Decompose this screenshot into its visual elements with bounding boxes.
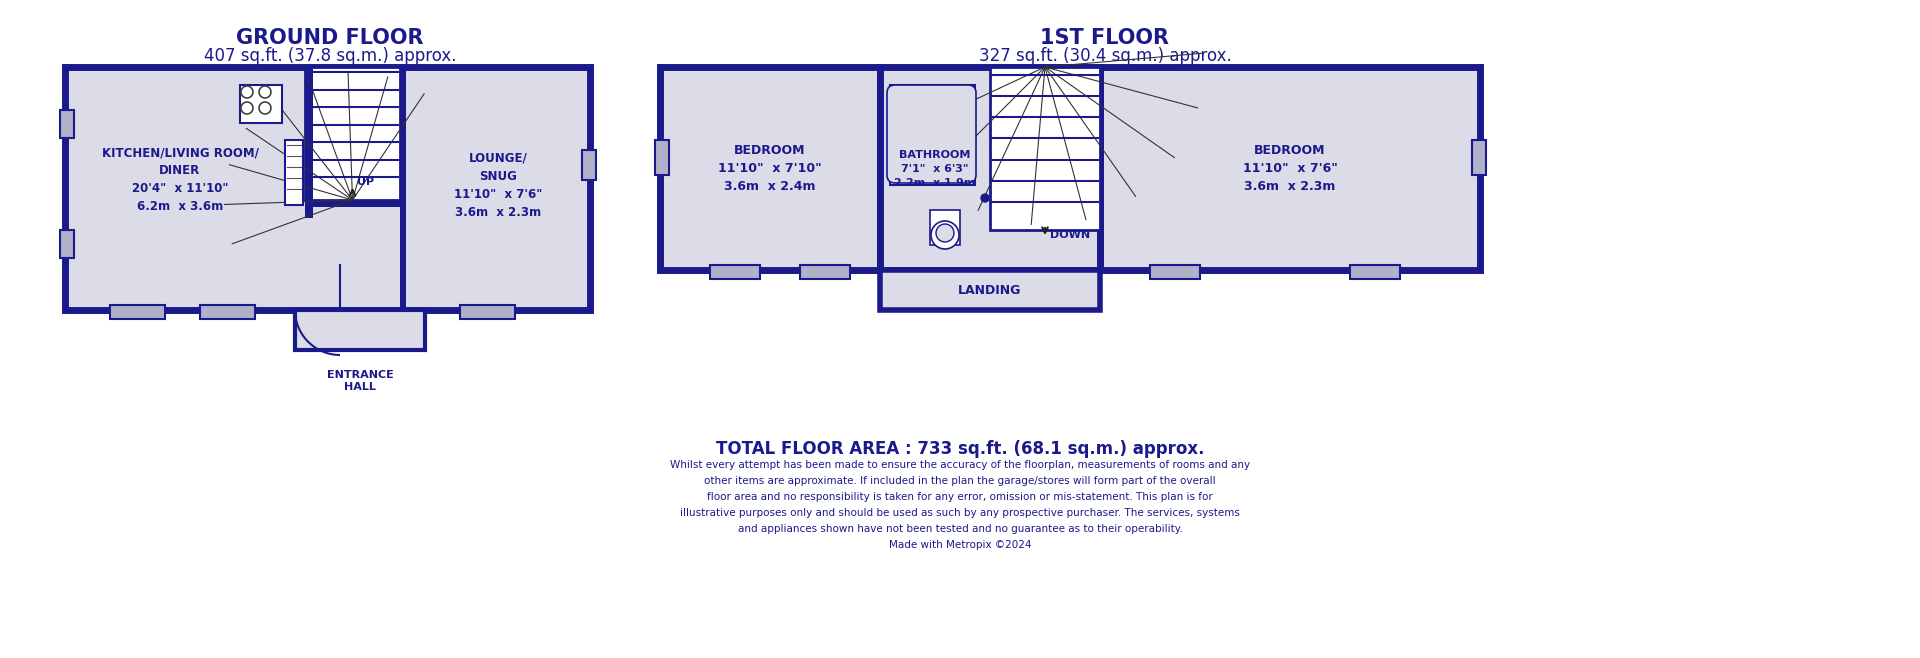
Text: 327 sq.ft. (30.4 sq.m.) approx.: 327 sq.ft. (30.4 sq.m.) approx. bbox=[979, 47, 1231, 65]
Bar bbox=[655, 140, 668, 175]
Text: KITCHEN/LIVING ROOM/
DINER
20'4"  x 11'10"
6.2m  x 3.6m: KITCHEN/LIVING ROOM/ DINER 20'4" x 11'10… bbox=[102, 147, 259, 213]
Bar bbox=[991, 67, 1100, 230]
Bar bbox=[660, 67, 879, 270]
Bar bbox=[305, 67, 313, 218]
Text: BATHROOM
7'1"  x 6'3"
2.2m  x 1.9m: BATHROOM 7'1" x 6'3" 2.2m x 1.9m bbox=[895, 149, 975, 188]
Bar bbox=[1100, 67, 1480, 270]
Text: Made with Metropix ©2024: Made with Metropix ©2024 bbox=[889, 540, 1031, 550]
Bar bbox=[284, 140, 303, 205]
Text: floor area and no responsibility is taken for any error, omission or mis-stateme: floor area and no responsibility is take… bbox=[707, 492, 1213, 502]
Text: 407 sq.ft. (37.8 sq.m.) approx.: 407 sq.ft. (37.8 sq.m.) approx. bbox=[204, 47, 457, 65]
Bar bbox=[710, 265, 760, 279]
Text: ENTRANCE
HALL: ENTRANCE HALL bbox=[326, 370, 394, 392]
Bar bbox=[1350, 265, 1400, 279]
Bar bbox=[200, 305, 255, 319]
Bar bbox=[109, 305, 165, 319]
Text: other items are approximate. If included in the plan the garage/stores will form: other items are approximate. If included… bbox=[705, 476, 1215, 486]
Text: 1ST FLOOR: 1ST FLOOR bbox=[1041, 28, 1169, 48]
Text: Whilst every attempt has been made to ensure the accuracy of the floorplan, meas: Whilst every attempt has been made to en… bbox=[670, 460, 1250, 470]
Bar bbox=[929, 210, 960, 245]
Bar bbox=[801, 265, 851, 279]
Bar bbox=[399, 67, 405, 310]
Bar bbox=[65, 67, 589, 310]
Text: GROUND FLOOR: GROUND FLOOR bbox=[236, 28, 424, 48]
Text: LOUNGE/
SNUG
11'10"  x 7'6"
3.6m  x 2.3m: LOUNGE/ SNUG 11'10" x 7'6" 3.6m x 2.3m bbox=[453, 151, 541, 218]
Bar bbox=[240, 85, 282, 123]
Text: DOWN: DOWN bbox=[1050, 230, 1091, 240]
FancyBboxPatch shape bbox=[887, 85, 975, 183]
Bar bbox=[60, 110, 75, 138]
Bar bbox=[582, 150, 595, 180]
Bar bbox=[305, 200, 399, 207]
Bar bbox=[461, 305, 515, 319]
Bar bbox=[891, 85, 975, 185]
Text: and appliances shown have not been tested and no guarantee as to their operabili: and appliances shown have not been teste… bbox=[737, 524, 1183, 534]
Text: LANDING: LANDING bbox=[958, 284, 1021, 297]
Text: UP: UP bbox=[357, 177, 374, 187]
Bar bbox=[60, 230, 75, 258]
Text: BEDROOM
11'10"  x 7'10"
3.6m  x 2.4m: BEDROOM 11'10" x 7'10" 3.6m x 2.4m bbox=[718, 144, 822, 193]
Bar bbox=[1473, 140, 1486, 175]
Bar bbox=[879, 67, 1100, 270]
Circle shape bbox=[931, 221, 958, 249]
Text: illustrative purposes only and should be used as such by any prospective purchas: illustrative purposes only and should be… bbox=[680, 508, 1240, 518]
Bar bbox=[1150, 265, 1200, 279]
Circle shape bbox=[937, 224, 954, 242]
Bar bbox=[296, 310, 424, 350]
Text: BEDROOM
11'10"  x 7'6"
3.6m  x 2.3m: BEDROOM 11'10" x 7'6" 3.6m x 2.3m bbox=[1242, 144, 1338, 193]
Bar bbox=[879, 270, 1100, 310]
Bar bbox=[305, 67, 399, 200]
Text: TOTAL FLOOR AREA : 733 sq.ft. (68.1 sq.m.) approx.: TOTAL FLOOR AREA : 733 sq.ft. (68.1 sq.m… bbox=[716, 440, 1204, 458]
Circle shape bbox=[981, 194, 989, 202]
